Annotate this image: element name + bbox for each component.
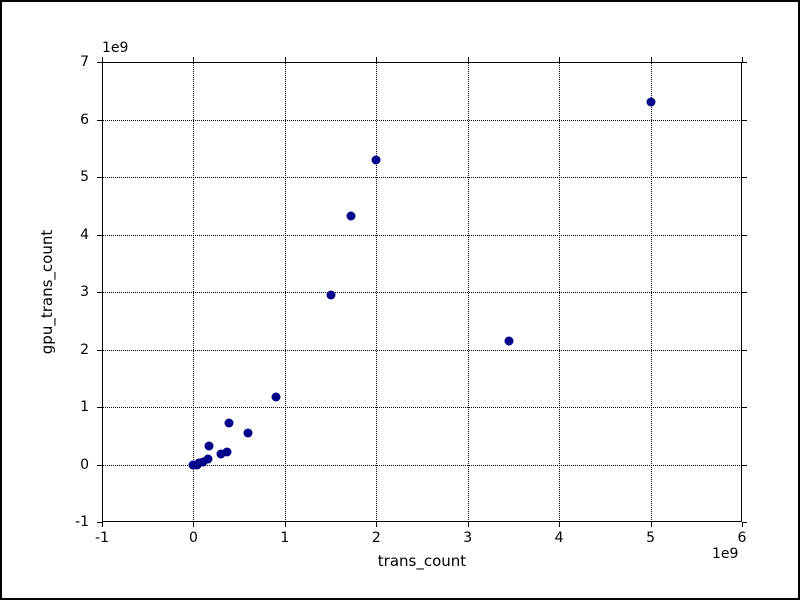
x-tick xyxy=(651,522,652,527)
y-tick xyxy=(97,407,102,408)
y-offset-text: 1e9 xyxy=(102,40,128,56)
x-tick-label: 1 xyxy=(280,530,289,546)
y-tick xyxy=(742,407,747,408)
y-gridline xyxy=(102,407,742,408)
y-gridline xyxy=(102,292,742,293)
y-tick xyxy=(97,120,102,121)
x-tick xyxy=(559,522,560,527)
y-tick-label: 3 xyxy=(80,284,89,300)
scatter-point xyxy=(346,212,355,221)
x-tick xyxy=(468,57,469,62)
y-tick xyxy=(97,235,102,236)
plot-area xyxy=(102,62,742,522)
y-tick xyxy=(97,350,102,351)
y-tick-label: 6 xyxy=(80,112,89,128)
x-tick xyxy=(285,522,286,527)
x-tick-label: 5 xyxy=(646,530,655,546)
scatter-point xyxy=(646,98,655,107)
x-tick-label: 6 xyxy=(738,530,747,546)
y-gridline xyxy=(102,120,742,121)
x-offset-text: 1e9 xyxy=(712,546,738,562)
x-tick xyxy=(468,522,469,527)
y-tick xyxy=(97,465,102,466)
scatter-point xyxy=(225,418,234,427)
x-tick-label: 4 xyxy=(555,530,564,546)
scatter-point xyxy=(204,454,213,463)
scatter-point xyxy=(271,392,280,401)
y-tick-label: -1 xyxy=(75,514,89,530)
y-tick xyxy=(742,62,747,63)
y-axis-label: gpu_trans_count xyxy=(38,230,56,354)
y-tick xyxy=(97,292,102,293)
y-tick xyxy=(742,465,747,466)
y-tick-label: 7 xyxy=(80,54,89,70)
x-tick xyxy=(102,522,103,527)
x-tick xyxy=(376,522,377,527)
y-tick xyxy=(742,292,747,293)
y-gridline xyxy=(102,177,742,178)
axis-spine xyxy=(102,62,103,522)
y-tick xyxy=(742,120,747,121)
y-tick-label: 5 xyxy=(80,169,89,185)
scatter-point xyxy=(372,155,381,164)
x-tick-label: 0 xyxy=(189,530,198,546)
y-tick-label: 2 xyxy=(80,342,89,358)
y-tick xyxy=(742,522,747,523)
y-tick xyxy=(742,235,747,236)
x-tick xyxy=(193,57,194,62)
x-tick xyxy=(376,57,377,62)
y-tick xyxy=(97,522,102,523)
x-tick xyxy=(193,522,194,527)
x-tick xyxy=(102,57,103,62)
x-tick-label: 3 xyxy=(463,530,472,546)
x-tick-label: 2 xyxy=(372,530,381,546)
scatter-point xyxy=(326,290,335,299)
axis-spine xyxy=(102,62,742,63)
scatter-point xyxy=(244,429,253,438)
scatter-point xyxy=(204,442,213,451)
y-tick xyxy=(742,350,747,351)
y-tick xyxy=(97,177,102,178)
axis-spine xyxy=(102,521,742,522)
y-tick-label: 4 xyxy=(80,227,89,243)
x-axis-label: trans_count xyxy=(378,552,466,570)
scatter-point xyxy=(504,336,513,345)
y-gridline xyxy=(102,235,742,236)
figure-frame: 1e9 1e9 trans_count gpu_trans_count -1 0 1… xyxy=(0,0,800,600)
x-tick xyxy=(285,57,286,62)
y-tick xyxy=(97,62,102,63)
y-gridline xyxy=(102,350,742,351)
x-tick-label: -1 xyxy=(95,530,109,546)
x-tick xyxy=(651,57,652,62)
y-tick xyxy=(742,177,747,178)
y-tick-label: 1 xyxy=(80,399,89,415)
y-tick-label: 0 xyxy=(80,457,89,473)
scatter-point xyxy=(223,448,232,457)
x-tick xyxy=(559,57,560,62)
